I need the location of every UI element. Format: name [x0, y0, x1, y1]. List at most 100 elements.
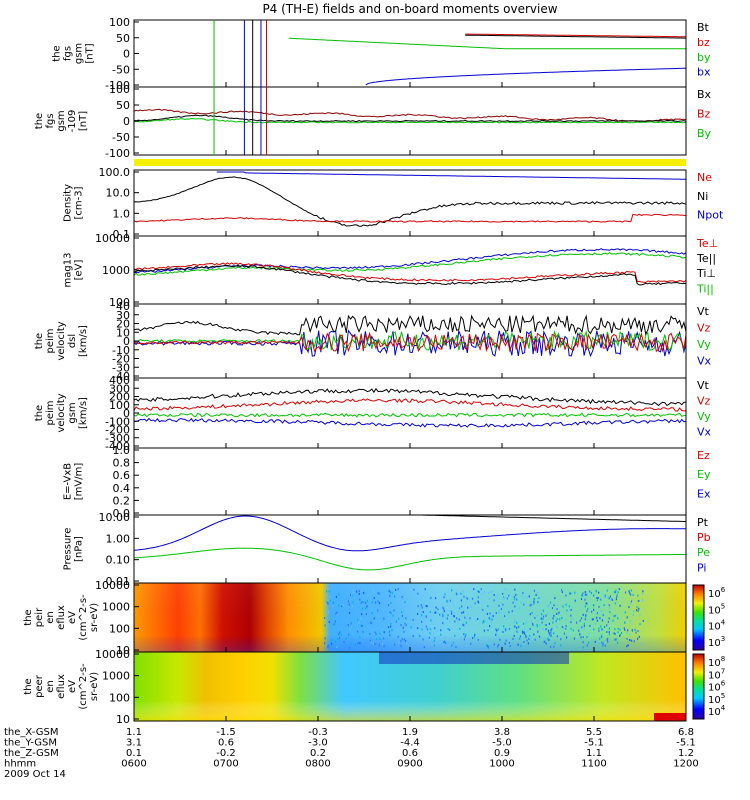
spectrogram-pixel [495, 612, 497, 615]
spectrogram-pixel [425, 625, 427, 628]
spectrogram-pixel [539, 624, 541, 627]
panel-7: 1.00.80.60.40.20.0 E=-VxB [mV/m] Ez Ey Ex [63, 444, 711, 520]
spectrogram-pixel [514, 605, 516, 608]
spectrogram-pixel [603, 604, 605, 606]
spectrogram-pixel [503, 625, 505, 628]
spectrogram-pixel [343, 641, 345, 643]
ephem-value: 1100 [581, 759, 606, 770]
spectrogram-pixel [589, 624, 591, 627]
spectrogram-pixel [447, 614, 449, 617]
y-axis-label: [eV] [74, 260, 85, 281]
p3-ne-line [133, 213, 687, 223]
spectrogram-pixel [502, 592, 504, 595]
ephem-label: hhmm [4, 759, 36, 770]
spectrogram-pixel [377, 592, 379, 595]
ephem-value: 1.9 [402, 727, 418, 738]
spectrogram-pixel [424, 588, 426, 591]
spectrogram-pixel [537, 630, 539, 633]
spectrogram-pixel [586, 610, 588, 613]
spectrogram-pixel [516, 598, 518, 601]
y-tick-label: 0 [123, 48, 130, 61]
p1-bt [465, 34, 686, 39]
spectrogram-pixel [569, 592, 571, 595]
spectrogram-pixel [489, 625, 491, 628]
spectrogram-pixel [389, 611, 391, 614]
y-axis-label: [km/s] [78, 397, 89, 429]
spectrogram-pixel [350, 642, 352, 645]
spectrogram-pixel [359, 636, 361, 639]
spectrogram-pixel [426, 605, 428, 608]
spectrogram-pixel [442, 613, 444, 616]
spectrogram-pixel [348, 646, 351, 649]
spectrogram-pixel [430, 619, 432, 622]
y-tick-label: -10 [112, 344, 130, 357]
spectrogram-pixel [556, 635, 558, 638]
spectrogram-pixel [374, 642, 376, 645]
spectrogram-pixel [591, 610, 593, 613]
spectrogram-pixel [554, 597, 556, 600]
spectrogram-pixel [607, 621, 609, 623]
spectrogram-pixel [491, 590, 493, 593]
ephem-value: -3.0 [308, 738, 328, 749]
spectrogram-pixel [387, 604, 390, 607]
spectrogram-pixel [559, 637, 561, 639]
spectrogram-pixel [418, 632, 421, 635]
spectrogram-pixel [463, 624, 465, 627]
spectrogram-pixel [608, 604, 610, 607]
spectrogram-pixel [527, 642, 529, 645]
spectrogram-pixel [599, 637, 601, 640]
spectrogram-pixel [593, 594, 595, 597]
y-axis-label: [cm-3] [74, 186, 85, 219]
spectrogram-pixel [628, 606, 630, 609]
legend-vy: Vy [697, 338, 711, 351]
y-tick-label: 0.01 [106, 575, 131, 588]
spectrogram-pixel [604, 644, 606, 647]
spectrogram-pixel [516, 630, 518, 633]
panel-frame [133, 377, 687, 449]
spectrogram-pixel [417, 605, 419, 608]
spectrogram-pixel [502, 603, 504, 606]
spectrogram-pixel [530, 620, 533, 623]
spectrogram-pixel [592, 618, 594, 621]
spectrogram-pixel [352, 601, 354, 604]
spectrogram-pixel [443, 610, 445, 613]
spectrogram-pixel [553, 604, 555, 607]
spectrogram-pixel [556, 626, 558, 629]
spectrogram-pixel [601, 619, 604, 622]
spectrogram-pixel [570, 592, 572, 595]
spectrogram-pixel [619, 634, 621, 637]
spectrogram-pixel [429, 632, 431, 635]
spectrogram-pixel [471, 597, 474, 600]
spectrogram-pixel [574, 599, 576, 602]
spectrogram-pixel [402, 626, 404, 629]
spectrogram-pixel [586, 602, 588, 605]
spectrogram-pixel [561, 589, 563, 592]
spectrogram-pixel [553, 645, 555, 648]
legend-pe: Pe [697, 546, 710, 559]
spectrogram-pixel [565, 603, 567, 606]
spectrogram-pixel [360, 617, 362, 620]
spectrogram-pixel [606, 631, 608, 633]
y-axis-label: gsm [67, 402, 78, 423]
spectrogram-pixel [390, 622, 392, 625]
spectrogram-pixel [570, 627, 572, 630]
spectrogram-pixel [562, 605, 564, 608]
legend-bx: bx [697, 66, 711, 79]
spectrogram-pixel [434, 611, 436, 614]
spectrogram-pixel [637, 610, 639, 612]
figure-title: P4 (TH-E) fields and on-board moments ov… [262, 2, 557, 16]
y-tick-label: -40 [112, 370, 130, 383]
spectrogram-pixel [393, 590, 395, 593]
spectrogram-pixel [347, 624, 349, 627]
spectrogram-pixel [458, 618, 460, 621]
p1-bx [365, 67, 687, 86]
spectrogram-pixel [347, 600, 350, 603]
spectrogram-pixel [442, 606, 444, 609]
ephem-value: 0.9 [494, 748, 510, 759]
spectrogram-pixel [477, 596, 479, 599]
spectrogram-pixel [627, 629, 629, 632]
spectrogram-pixel [488, 597, 490, 600]
spectrogram-pixel [581, 626, 583, 629]
spectrogram-pixel [400, 644, 402, 647]
